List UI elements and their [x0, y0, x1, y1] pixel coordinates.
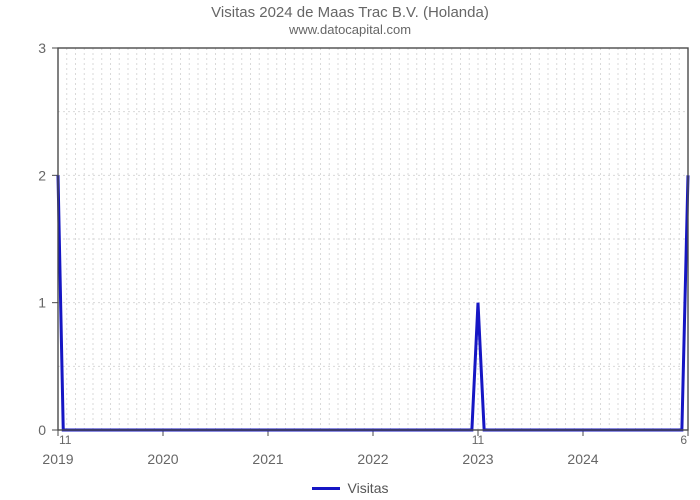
svg-text:2021: 2021 [252, 451, 283, 467]
svg-text:11: 11 [472, 433, 485, 447]
svg-text:11: 11 [59, 433, 72, 447]
legend-label: Visitas [348, 480, 389, 496]
chart-canvas: 0 1 2 3 2019 2020 2021 2022 2023 2024 11 11 6 [0, 0, 700, 500]
svg-text:3: 3 [38, 40, 46, 56]
svg-text:2020: 2020 [147, 451, 178, 467]
svg-text:6: 6 [680, 433, 687, 447]
svg-text:2022: 2022 [357, 451, 388, 467]
chart-legend: Visitas [0, 480, 700, 496]
svg-text:1: 1 [38, 295, 46, 311]
svg-text:2: 2 [38, 167, 46, 183]
svg-text:2023: 2023 [462, 451, 493, 467]
legend-swatch [312, 487, 340, 490]
chart-title: Visitas 2024 de Maas Trac B.V. (Holanda) [0, 4, 700, 21]
chart-subtitle: www.datocapital.com [0, 22, 700, 37]
svg-text:0: 0 [38, 422, 46, 438]
visits-chart: Visitas 2024 de Maas Trac B.V. (Holanda)… [0, 0, 700, 500]
svg-text:2019: 2019 [42, 451, 73, 467]
svg-text:2024: 2024 [567, 451, 598, 467]
